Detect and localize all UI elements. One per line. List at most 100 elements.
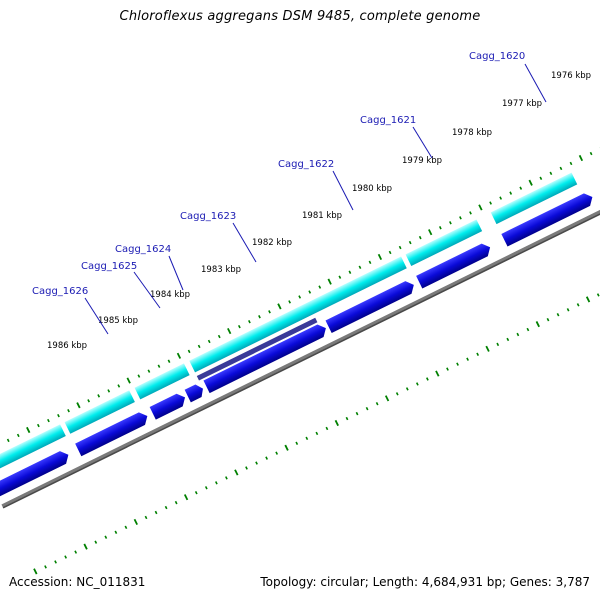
minor-tick xyxy=(147,369,151,373)
minor-tick xyxy=(255,461,258,465)
cds-block[interactable] xyxy=(416,241,493,289)
cds-block[interactable] xyxy=(405,219,483,267)
minor-tick xyxy=(194,491,198,495)
cds-block[interactable] xyxy=(189,256,407,373)
minor-tick xyxy=(67,409,70,413)
minor-tick xyxy=(174,500,178,505)
major-tick xyxy=(183,494,189,501)
major-tick xyxy=(528,179,533,186)
cds-block[interactable] xyxy=(149,391,188,420)
minor-tick xyxy=(57,413,60,418)
minor-tick xyxy=(164,505,168,510)
cds-block[interactable] xyxy=(64,390,135,434)
minor-tick xyxy=(325,426,329,431)
gene-label[interactable]: Cagg_1623 xyxy=(180,211,236,222)
major-tick xyxy=(26,426,31,434)
cds-block[interactable] xyxy=(490,172,578,225)
minor-tick xyxy=(288,300,291,304)
minor-tick xyxy=(415,382,419,386)
minor-tick xyxy=(124,525,128,530)
tick-label: 1985 kbp xyxy=(98,316,138,326)
minor-tick xyxy=(225,476,228,480)
minor-tick xyxy=(426,377,429,381)
minor-tick xyxy=(556,313,560,317)
minor-tick xyxy=(566,308,570,312)
minor-tick xyxy=(446,367,449,371)
minor-tick xyxy=(94,540,98,544)
minor-tick xyxy=(74,550,78,554)
gene-label[interactable]: Cagg_1622 xyxy=(278,159,334,170)
minor-tick xyxy=(368,260,372,265)
gene-label[interactable]: Cagg_1626 xyxy=(32,286,88,297)
minor-tick xyxy=(408,240,412,245)
gene-label-leaders xyxy=(84,63,547,335)
minor-tick xyxy=(398,245,402,250)
minor-tick xyxy=(496,342,500,347)
selected-cds-block[interactable] xyxy=(196,317,318,381)
gene-label[interactable]: Cagg_1624 xyxy=(115,244,171,255)
leader-line xyxy=(232,222,257,263)
gene-label[interactable]: Cagg_1625 xyxy=(81,261,137,272)
cds-block[interactable] xyxy=(134,363,190,400)
minor-tick xyxy=(456,362,459,366)
tick-label: 1983 kbp xyxy=(201,265,241,275)
minor-tick xyxy=(87,399,91,403)
minor-tick xyxy=(539,176,543,180)
major-tick xyxy=(585,296,591,303)
minor-tick xyxy=(157,364,161,368)
cds-block[interactable] xyxy=(501,191,595,247)
cds-block[interactable] xyxy=(184,382,206,403)
cds-block[interactable] xyxy=(203,322,329,394)
genome-backbone-shade xyxy=(2,184,600,509)
minor-tick xyxy=(549,171,553,176)
leader-line xyxy=(332,170,354,211)
minor-tick xyxy=(144,515,148,520)
cds-block[interactable] xyxy=(0,424,66,475)
inner-ruler-ticks xyxy=(33,293,600,575)
minor-tick xyxy=(187,349,191,354)
minor-tick xyxy=(358,265,362,270)
minor-tick xyxy=(298,295,302,299)
tick-label: 1977 kbp xyxy=(502,99,542,109)
minor-tick xyxy=(355,411,359,416)
minor-tick xyxy=(469,211,472,215)
outer-ruler-ticks xyxy=(6,146,600,443)
minor-tick xyxy=(265,456,268,460)
minor-tick xyxy=(348,270,352,274)
major-tick xyxy=(277,303,282,310)
minor-tick xyxy=(245,466,248,470)
minor-tick xyxy=(137,374,141,378)
gene-label[interactable]: Cagg_1621 xyxy=(360,115,416,126)
cds-block[interactable] xyxy=(325,279,416,334)
minor-tick xyxy=(258,315,261,319)
major-tick xyxy=(327,278,332,285)
minor-tick xyxy=(16,433,20,438)
minor-tick xyxy=(248,319,251,324)
minor-tick xyxy=(154,510,158,515)
major-tick xyxy=(133,518,138,525)
minor-tick xyxy=(509,191,513,195)
gene-label[interactable]: Cagg_1620 xyxy=(469,51,525,62)
minor-tick xyxy=(499,196,503,200)
minor-tick xyxy=(204,486,208,490)
minor-tick xyxy=(459,216,462,220)
minor-tick xyxy=(117,384,121,388)
minor-tick xyxy=(197,344,201,349)
minor-tick xyxy=(295,441,299,445)
major-tick xyxy=(384,395,390,402)
minor-tick xyxy=(114,530,118,534)
minor-tick xyxy=(44,565,47,569)
minor-tick xyxy=(167,359,171,363)
tick-label: 1980 kbp xyxy=(352,184,392,194)
minor-tick xyxy=(489,201,492,205)
minor-tick xyxy=(418,235,422,240)
genome-backbone xyxy=(1,182,600,509)
leader-line xyxy=(412,126,433,159)
cds-block[interactable] xyxy=(75,410,150,457)
minor-tick xyxy=(47,418,50,423)
minor-tick xyxy=(395,392,399,396)
minor-tick xyxy=(97,394,101,398)
cds-block[interactable] xyxy=(0,449,71,498)
map-title: Chloroflexus aggregans DSM 9485, complet… xyxy=(119,9,481,24)
